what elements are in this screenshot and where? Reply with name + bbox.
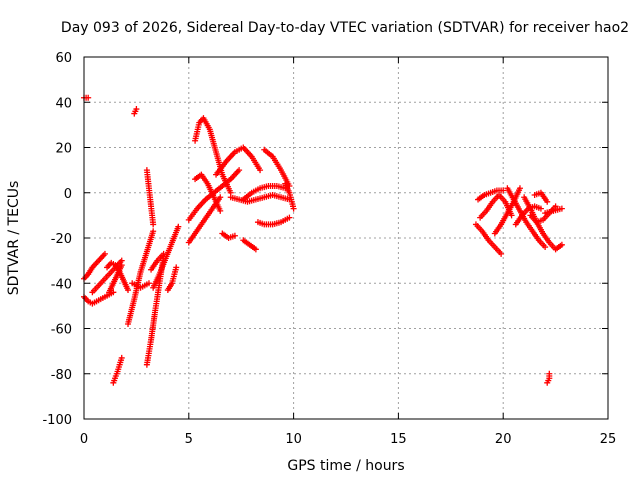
data-point [101,250,108,257]
data-point [508,212,515,219]
y-tick-label: -100 [42,413,72,428]
data-point [500,187,507,194]
data-point [133,106,140,113]
plot-frame [83,56,609,420]
data-point [118,354,125,361]
data-point [150,228,157,235]
data-point [217,207,224,214]
y-tick-label: 20 [55,142,72,157]
data-point [257,167,264,174]
y-axis-label: SDTVAR / TECUs [6,181,22,296]
data-markers [81,94,565,386]
data-point [546,370,553,377]
x-tick-label: 10 [285,432,302,447]
data-point [252,246,259,253]
data-point [173,264,180,271]
data-point [542,244,549,251]
y-tick-labels: -100 -80 -60 -40 -20 0 20 40 60 [42,51,72,428]
data-point [236,167,243,174]
y-tick-label: 60 [55,51,72,66]
data-point [150,221,157,228]
grid-lines [84,57,608,419]
data-point [286,214,293,221]
data-point [544,198,551,205]
data-point [145,280,152,287]
y-tick-label: 40 [55,96,72,111]
data-point [118,262,125,269]
x-tick-labels: 0 5 10 15 20 25 [80,432,616,447]
data-point [558,241,565,248]
data-point [217,194,224,201]
data-point [537,205,544,212]
x-tick-label: 25 [600,432,617,447]
y-tick-label: -80 [51,368,72,383]
data-point [175,223,182,230]
y-tick-label: -60 [51,323,72,338]
x-tick-label: 0 [80,432,88,447]
x-axis-label: GPS time / hours [287,458,404,474]
data-point [85,94,92,101]
data-point [498,250,505,257]
data-point [290,205,297,212]
x-tick-label: 5 [185,432,193,447]
y-tick-label: -40 [51,277,72,292]
data-point [231,232,238,239]
y-tick-label: 0 [64,187,72,202]
chart-title: Day 093 of 2026, Sidereal Day-to-day VTE… [61,20,629,36]
data-point [558,205,565,212]
data-point [516,185,523,192]
x-tick-label: 20 [495,432,512,447]
y-tick-label: -20 [51,232,72,247]
x-tick-label: 15 [390,432,407,447]
data-point [125,287,132,294]
